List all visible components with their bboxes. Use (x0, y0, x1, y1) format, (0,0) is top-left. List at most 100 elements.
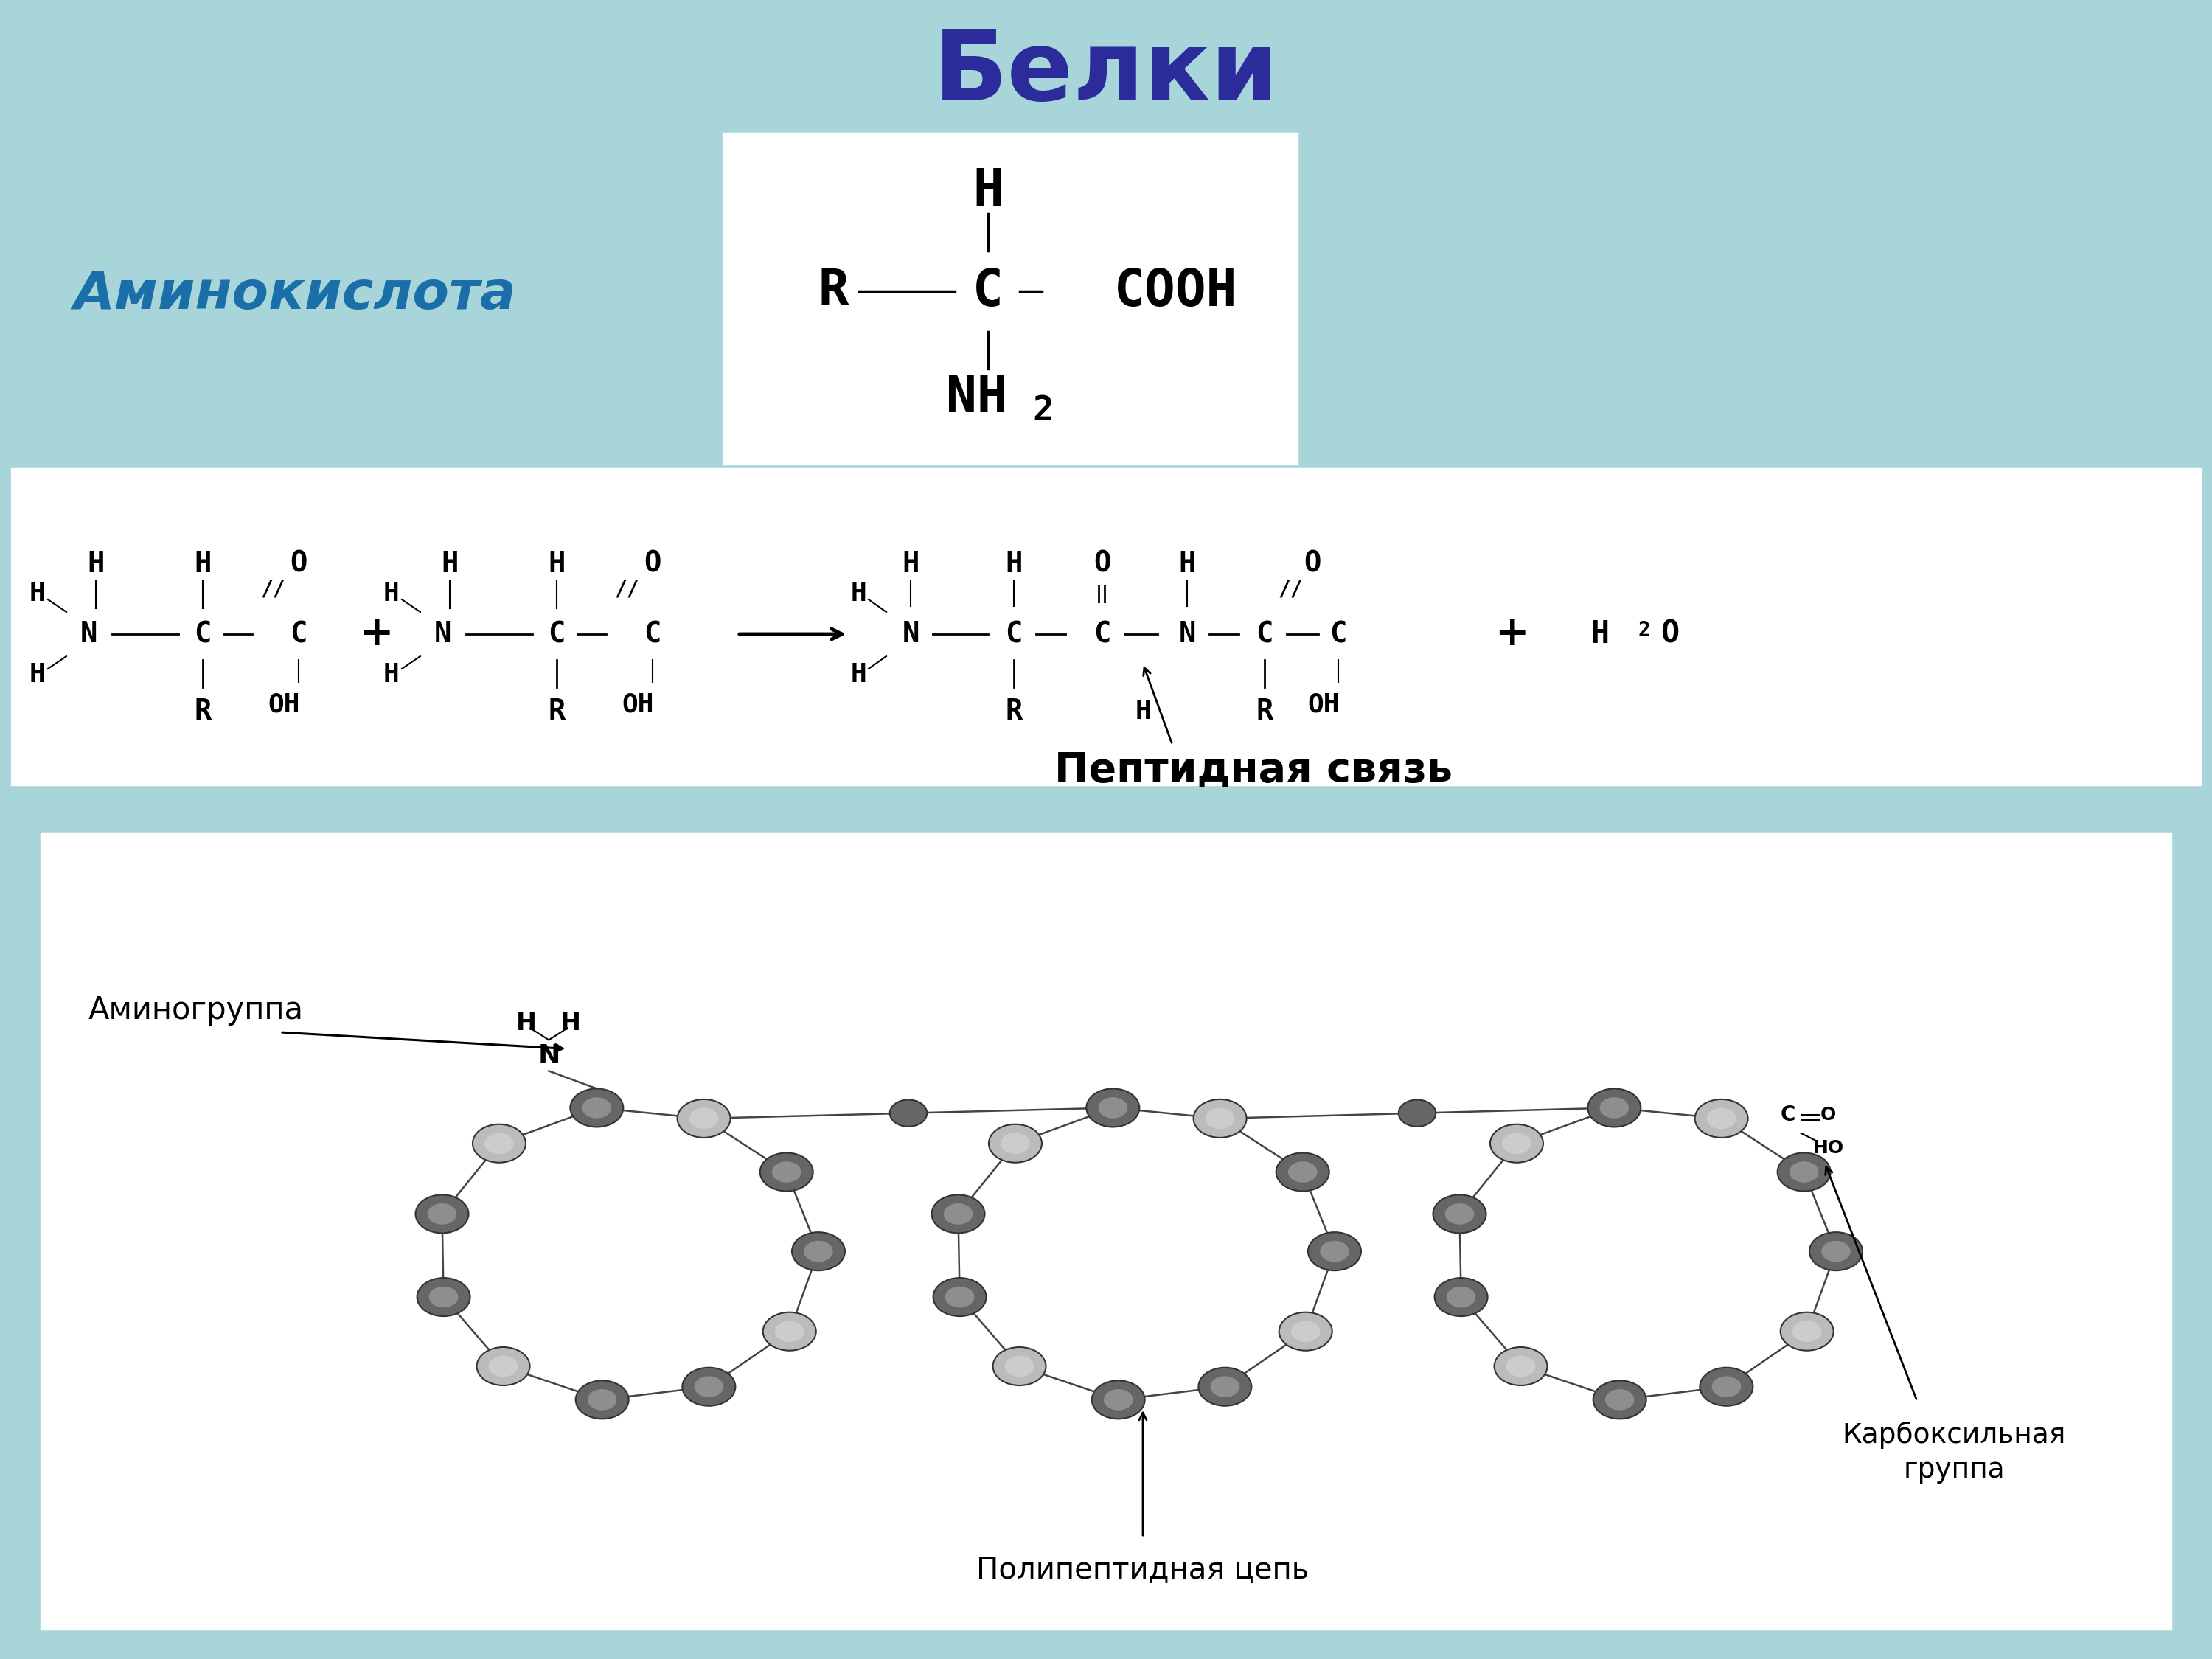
Ellipse shape (473, 1125, 526, 1163)
Ellipse shape (1694, 1100, 1747, 1138)
Text: R: R (549, 697, 566, 725)
Ellipse shape (1792, 1321, 1823, 1342)
Ellipse shape (1321, 1241, 1349, 1262)
Ellipse shape (1781, 1312, 1834, 1350)
Ellipse shape (774, 1321, 805, 1342)
Text: Карбоксильная
группа: Карбоксильная группа (1843, 1422, 2066, 1483)
Ellipse shape (575, 1380, 628, 1418)
Text: H: H (29, 581, 44, 606)
Ellipse shape (1104, 1389, 1133, 1410)
Text: H: H (1590, 619, 1608, 650)
Text: C: C (1329, 620, 1347, 649)
Text: R: R (818, 267, 849, 315)
Text: N: N (538, 1044, 560, 1068)
Ellipse shape (1699, 1367, 1752, 1405)
Text: H: H (195, 551, 212, 577)
Text: 2: 2 (1639, 620, 1650, 640)
Ellipse shape (989, 1125, 1042, 1163)
Text: H: H (560, 1010, 582, 1035)
Text: HO: HO (1814, 1140, 1845, 1156)
Text: O: O (1093, 551, 1110, 577)
Text: N: N (902, 620, 920, 649)
Ellipse shape (681, 1367, 734, 1405)
Text: Аминогруппа: Аминогруппа (88, 995, 303, 1025)
Ellipse shape (1210, 1377, 1239, 1397)
Ellipse shape (1004, 1355, 1033, 1377)
Ellipse shape (763, 1312, 816, 1350)
Ellipse shape (1495, 1347, 1548, 1385)
Ellipse shape (1444, 1203, 1473, 1224)
Ellipse shape (1398, 1100, 1436, 1126)
Ellipse shape (1433, 1194, 1486, 1233)
Ellipse shape (1206, 1108, 1234, 1130)
Text: Белки: Белки (933, 27, 1279, 121)
Ellipse shape (1194, 1100, 1248, 1138)
Text: R: R (1256, 697, 1274, 725)
Bar (40, 833, 2172, 1629)
Text: O: O (1303, 551, 1321, 577)
Text: OH: OH (622, 692, 655, 717)
Bar (11, 468, 2201, 785)
Text: C: C (1093, 620, 1110, 649)
Ellipse shape (1790, 1161, 1818, 1183)
Ellipse shape (1287, 1161, 1316, 1183)
Text: NH: NH (947, 373, 1009, 423)
Ellipse shape (1491, 1125, 1544, 1163)
Ellipse shape (1809, 1233, 1863, 1271)
Ellipse shape (1000, 1133, 1031, 1155)
Ellipse shape (1820, 1241, 1851, 1262)
Ellipse shape (1093, 1380, 1146, 1418)
Text: H: H (29, 662, 44, 687)
Ellipse shape (427, 1203, 456, 1224)
Ellipse shape (1279, 1312, 1332, 1350)
Text: R: R (1004, 697, 1022, 725)
Ellipse shape (761, 1153, 814, 1191)
Text: H: H (852, 581, 867, 606)
Text: Аминокислота: Аминокислота (73, 269, 518, 320)
Ellipse shape (1593, 1380, 1646, 1418)
Ellipse shape (1447, 1286, 1475, 1307)
Ellipse shape (1599, 1097, 1628, 1118)
Ellipse shape (945, 1286, 973, 1307)
Text: N: N (1179, 620, 1197, 649)
Ellipse shape (1712, 1377, 1741, 1397)
Text: ||: || (1095, 584, 1108, 602)
Text: H: H (1135, 698, 1150, 723)
Text: H: H (902, 551, 920, 577)
Ellipse shape (1708, 1108, 1736, 1130)
Ellipse shape (484, 1133, 513, 1155)
Ellipse shape (1307, 1233, 1360, 1271)
Ellipse shape (695, 1377, 723, 1397)
Text: H: H (440, 551, 458, 577)
Text: C: C (1781, 1105, 1796, 1125)
Ellipse shape (478, 1347, 531, 1385)
Ellipse shape (582, 1097, 611, 1118)
Ellipse shape (933, 1277, 987, 1316)
Ellipse shape (1199, 1367, 1252, 1405)
Ellipse shape (803, 1241, 834, 1262)
Ellipse shape (429, 1286, 458, 1307)
Ellipse shape (1292, 1321, 1321, 1342)
Text: R: R (195, 697, 212, 725)
Text: O: O (1820, 1107, 1836, 1123)
Text: C: C (290, 620, 307, 649)
Ellipse shape (1506, 1355, 1535, 1377)
Text: C: C (644, 620, 661, 649)
Text: Пептидная связь: Пептидная связь (1055, 750, 1453, 790)
Ellipse shape (792, 1233, 845, 1271)
Ellipse shape (1502, 1133, 1531, 1155)
Ellipse shape (1276, 1153, 1329, 1191)
Ellipse shape (1606, 1389, 1635, 1410)
Ellipse shape (418, 1277, 471, 1316)
Ellipse shape (1778, 1153, 1832, 1191)
Text: O: O (644, 551, 661, 577)
Text: C: C (549, 620, 566, 649)
Text: H: H (1004, 551, 1022, 577)
Ellipse shape (945, 1203, 973, 1224)
Text: //: // (1279, 579, 1303, 601)
Ellipse shape (677, 1100, 730, 1138)
Text: H: H (86, 551, 104, 577)
Ellipse shape (489, 1355, 518, 1377)
Ellipse shape (993, 1347, 1046, 1385)
Ellipse shape (588, 1389, 617, 1410)
